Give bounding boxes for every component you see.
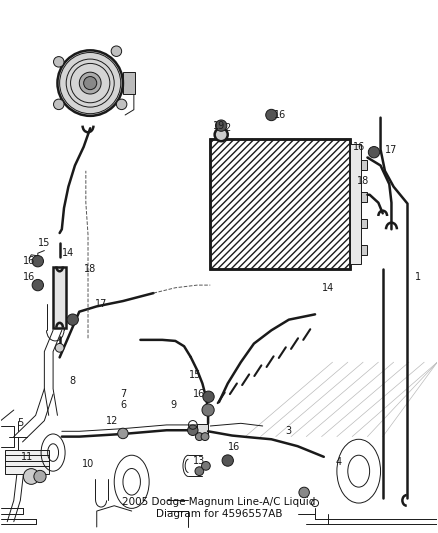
Circle shape: [187, 425, 198, 435]
Text: 6: 6: [120, 400, 126, 410]
Bar: [53, 266, 66, 328]
Circle shape: [53, 99, 64, 110]
Text: 1: 1: [415, 272, 421, 282]
Text: 11: 11: [21, 452, 33, 462]
Text: 16: 16: [193, 389, 205, 399]
Circle shape: [222, 455, 233, 466]
Bar: [210, 139, 350, 269]
Circle shape: [215, 120, 227, 131]
Circle shape: [32, 255, 43, 267]
Circle shape: [118, 428, 128, 439]
Text: 5: 5: [17, 418, 24, 429]
Circle shape: [195, 433, 203, 441]
Bar: [361, 245, 367, 255]
Circle shape: [203, 391, 214, 402]
Circle shape: [55, 343, 64, 352]
Text: 16: 16: [228, 442, 240, 452]
Circle shape: [299, 487, 309, 498]
Text: 16: 16: [23, 256, 35, 266]
Bar: [361, 160, 367, 169]
Bar: [350, 144, 361, 264]
Circle shape: [57, 50, 123, 116]
Circle shape: [32, 279, 43, 291]
Text: 8: 8: [70, 376, 76, 386]
Circle shape: [67, 314, 78, 325]
Circle shape: [111, 46, 122, 56]
Text: 14: 14: [322, 283, 334, 293]
Text: 12: 12: [106, 416, 118, 426]
Circle shape: [202, 404, 214, 416]
Text: 14: 14: [62, 248, 74, 258]
Circle shape: [215, 128, 228, 141]
Text: 13: 13: [193, 456, 205, 465]
Circle shape: [53, 56, 64, 67]
Circle shape: [201, 433, 209, 441]
Text: 7: 7: [120, 389, 126, 399]
Bar: [123, 72, 135, 94]
Text: 17: 17: [95, 298, 107, 309]
Text: 16: 16: [23, 272, 35, 282]
Text: 4: 4: [336, 457, 342, 467]
Text: 10: 10: [82, 459, 94, 469]
Text: 19: 19: [213, 120, 225, 131]
Circle shape: [34, 470, 46, 482]
Circle shape: [266, 109, 277, 120]
Circle shape: [84, 77, 97, 90]
Circle shape: [195, 467, 204, 475]
Text: 18: 18: [84, 264, 96, 274]
Circle shape: [201, 462, 210, 470]
Text: 15: 15: [38, 238, 50, 247]
Text: 2: 2: [225, 123, 231, 133]
Text: 16: 16: [353, 142, 365, 152]
Circle shape: [117, 99, 127, 110]
Bar: [361, 192, 367, 201]
Text: 17: 17: [385, 144, 398, 155]
Text: 2005 Dodge Magnum Line-A/C Liquid
Diagram for 4596557AB: 2005 Dodge Magnum Line-A/C Liquid Diagra…: [122, 497, 316, 519]
Circle shape: [79, 72, 101, 94]
Bar: [5, 450, 49, 474]
Text: 15: 15: [189, 370, 201, 381]
Bar: [210, 139, 350, 269]
Bar: [361, 219, 367, 228]
Text: 16: 16: [274, 110, 286, 120]
Text: 18: 18: [357, 176, 369, 187]
Text: 9: 9: [170, 400, 176, 410]
Circle shape: [368, 147, 380, 158]
Circle shape: [23, 469, 39, 484]
Text: 3: 3: [286, 426, 292, 437]
Bar: [197, 424, 208, 435]
